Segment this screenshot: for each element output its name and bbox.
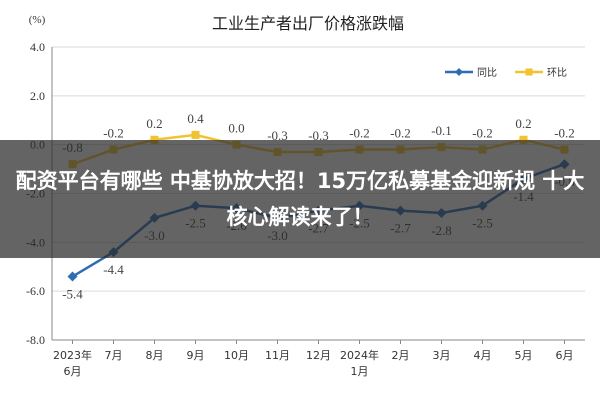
x-tick-label: 11月 bbox=[265, 349, 290, 362]
x-tick-label: 3月 bbox=[433, 349, 451, 362]
x-tick-label: 5月 bbox=[515, 349, 533, 362]
data-label: 0.4 bbox=[187, 111, 204, 126]
x-tick-label: 4月 bbox=[474, 349, 492, 362]
y-tick-label: 2.0 bbox=[30, 89, 45, 103]
data-point bbox=[150, 135, 159, 144]
data-label: 0.2 bbox=[146, 116, 162, 131]
legend: 同比 环比 bbox=[445, 67, 567, 79]
x-tick-label: 6月 bbox=[556, 349, 574, 362]
legend-label: 环比 bbox=[547, 67, 567, 79]
x-tick-label: 9月 bbox=[187, 349, 205, 362]
x-tick-label: 10月 bbox=[224, 349, 249, 362]
y-tick-label: -8.0 bbox=[26, 333, 45, 347]
chart-title: 工业生产者出厂价格涨跌幅 bbox=[212, 14, 404, 33]
legend-marker bbox=[455, 68, 463, 76]
data-label: -5.4 bbox=[62, 287, 83, 302]
data-label: -4.4 bbox=[103, 262, 124, 277]
data-point bbox=[519, 135, 528, 144]
x-tick-label: 2024年 bbox=[340, 348, 379, 362]
x-tick-label: 2月 bbox=[392, 349, 410, 362]
data-label: -0.2 bbox=[554, 126, 575, 141]
x-tick-label: 6月 bbox=[64, 365, 82, 378]
legend-marker bbox=[525, 68, 533, 76]
data-label: -0.2 bbox=[103, 126, 124, 141]
data-label: -0.2 bbox=[390, 126, 411, 141]
data-label: -0.1 bbox=[431, 123, 452, 138]
x-tick-label: 2023年 bbox=[53, 348, 92, 362]
data-label: -0.2 bbox=[472, 126, 493, 141]
x-tick-label: 7月 bbox=[105, 349, 123, 362]
y-tick-label: 4.0 bbox=[30, 40, 45, 54]
data-label: -0.3 bbox=[308, 128, 329, 143]
legend-label: 同比 bbox=[477, 67, 497, 79]
x-tick-label: 1月 bbox=[351, 365, 369, 378]
data-label: -0.2 bbox=[349, 126, 370, 141]
x-tick-label: 8月 bbox=[146, 349, 164, 362]
data-label: 0.2 bbox=[515, 116, 531, 131]
x-tick-label: 12月 bbox=[306, 349, 331, 362]
data-point bbox=[191, 130, 200, 139]
headline-overlay[interactable]: 配资平台有哪些 中基协放大招！15万亿私募基金迎新规 十大核心解读来了！ bbox=[0, 140, 600, 258]
y-tick-label: -6.0 bbox=[26, 284, 45, 298]
data-label: -0.3 bbox=[267, 128, 288, 143]
y-unit-label: (%) bbox=[29, 14, 46, 26]
data-label: 0.0 bbox=[228, 121, 244, 136]
headline-text[interactable]: 配资平台有哪些 中基协放大招！15万亿私募基金迎新规 十大核心解读来了！ bbox=[15, 169, 585, 229]
data-point bbox=[67, 271, 78, 282]
